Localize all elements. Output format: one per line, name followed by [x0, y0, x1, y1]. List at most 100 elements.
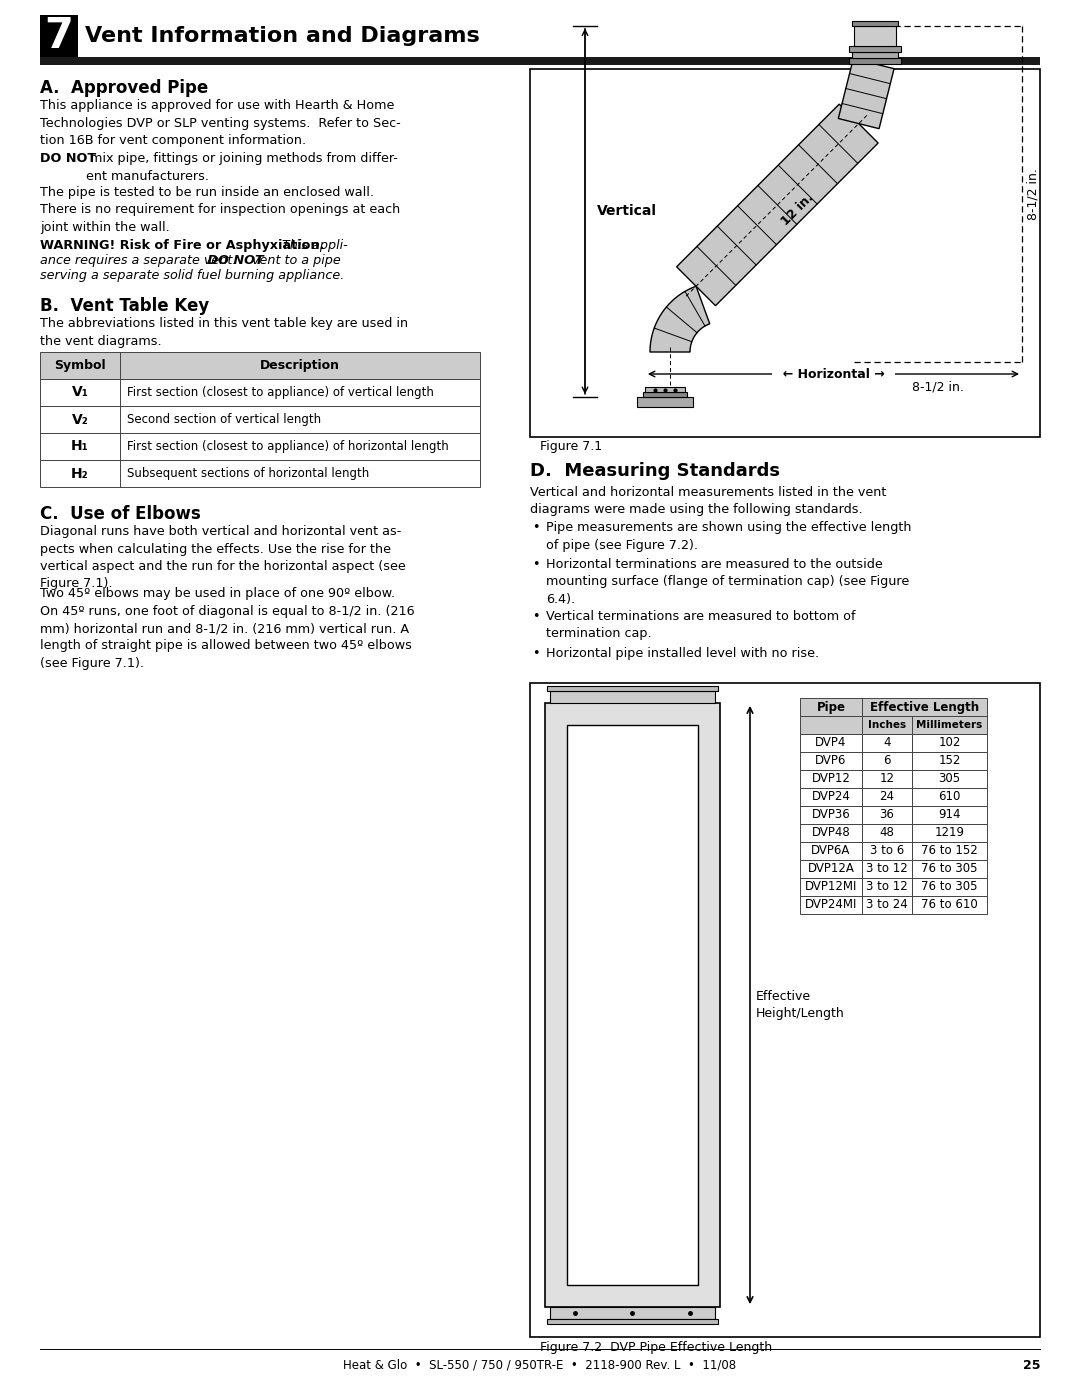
Text: A.  Approved Pipe: A. Approved Pipe	[40, 80, 208, 96]
Text: WARNING! Risk of Fire or Asphyxiation.: WARNING! Risk of Fire or Asphyxiation.	[40, 239, 324, 251]
Bar	[800, 698, 862, 717]
Text: First section (closest to appliance) of vertical length: First section (closest to appliance) of …	[127, 386, 434, 400]
Text: This appliance is approved for use with Hearth & Home
Technologies DVP or SLP ve: This appliance is approved for use with …	[40, 99, 401, 147]
Bar	[545, 703, 720, 1308]
Bar	[853, 25, 895, 46]
Text: Symbol: Symbol	[54, 359, 106, 372]
Bar	[800, 733, 862, 752]
Polygon shape	[650, 286, 710, 352]
Text: DVP24MI: DVP24MI	[805, 898, 858, 911]
Bar	[643, 393, 687, 397]
Text: DVP12MI: DVP12MI	[805, 880, 858, 894]
Text: Two 45º elbows may be used in place of one 90º elbow.
On 45º runs, one foot of d: Two 45º elbows may be used in place of o…	[40, 587, 415, 671]
Text: 7: 7	[44, 15, 73, 57]
Text: •: •	[532, 610, 540, 623]
Bar	[912, 861, 987, 877]
Text: DVP24: DVP24	[811, 791, 850, 803]
Text: 76 to 152: 76 to 152	[921, 845, 977, 858]
Text: Vertical: Vertical	[597, 204, 657, 218]
Text: Vertical and horizontal measurements listed in the vent
diagrams were made using: Vertical and horizontal measurements lis…	[530, 486, 887, 517]
Text: The abbreviations listed in this vent table key are used in
the vent diagrams.: The abbreviations listed in this vent ta…	[40, 317, 408, 348]
Bar	[912, 806, 987, 824]
Bar	[862, 824, 912, 842]
Text: 12 in.: 12 in.	[779, 191, 816, 229]
Bar	[40, 407, 480, 433]
Text: 76 to 305: 76 to 305	[921, 880, 977, 894]
Bar	[40, 57, 1040, 66]
Text: H₂: H₂	[71, 467, 89, 481]
Text: Diagonal runs have both vertical and horizontal vent as-
pects when calculating : Diagonal runs have both vertical and hor…	[40, 525, 406, 591]
Text: •: •	[532, 557, 540, 571]
Bar	[862, 788, 912, 806]
Bar	[912, 733, 987, 752]
Bar	[637, 397, 693, 407]
Polygon shape	[838, 59, 894, 129]
Bar	[862, 733, 912, 752]
Bar	[852, 52, 897, 57]
Text: Vent Information and Diagrams: Vent Information and Diagrams	[85, 27, 480, 46]
Text: Second section of vertical length: Second section of vertical length	[127, 414, 321, 426]
Text: 102: 102	[939, 736, 961, 750]
Text: Figure 7.1: Figure 7.1	[540, 440, 603, 453]
Bar	[40, 433, 480, 460]
Bar	[912, 842, 987, 861]
Text: 6: 6	[883, 754, 891, 767]
Text: The pipe is tested to be run inside an enclosed wall.
There is no requirement fo: The pipe is tested to be run inside an e…	[40, 186, 401, 235]
Text: DVP12A: DVP12A	[808, 862, 854, 876]
Text: 48: 48	[879, 827, 894, 840]
Text: DVP36: DVP36	[812, 809, 850, 821]
Bar	[862, 895, 912, 914]
Text: 8-1/2 in.: 8-1/2 in.	[912, 380, 963, 393]
Text: 3 to 24: 3 to 24	[866, 898, 908, 911]
Text: DVP6: DVP6	[815, 754, 847, 767]
Bar	[849, 57, 901, 64]
Bar	[530, 683, 1040, 1337]
Bar	[912, 895, 987, 914]
Bar	[912, 752, 987, 770]
Text: Subsequent sections of horizontal length: Subsequent sections of horizontal length	[127, 467, 369, 481]
Text: Description: Description	[260, 359, 340, 372]
Text: B.  Vent Table Key: B. Vent Table Key	[40, 298, 210, 314]
Text: V₂: V₂	[71, 412, 89, 426]
Bar	[800, 788, 862, 806]
Bar	[912, 824, 987, 842]
Text: 3 to 12: 3 to 12	[866, 862, 908, 876]
Text: •: •	[532, 521, 540, 534]
Text: Pipe: Pipe	[816, 700, 846, 714]
Bar	[530, 68, 1040, 437]
Polygon shape	[676, 105, 878, 306]
Bar	[800, 842, 862, 861]
Bar	[912, 717, 987, 733]
Text: V₁: V₁	[71, 386, 89, 400]
Text: Horizontal terminations are measured to the outside
mounting surface (flange of : Horizontal terminations are measured to …	[546, 557, 909, 606]
Text: 8-1/2 in.: 8-1/2 in.	[1027, 168, 1040, 219]
Bar	[862, 806, 912, 824]
Bar	[800, 895, 862, 914]
Bar	[800, 806, 862, 824]
Text: 610: 610	[939, 791, 961, 803]
Bar	[546, 1319, 718, 1324]
Text: ← Horizontal →: ← Horizontal →	[773, 367, 893, 380]
Text: DO NOT: DO NOT	[203, 254, 264, 267]
Bar	[862, 877, 912, 895]
Text: Pipe measurements are shown using the effective length
of pipe (see Figure 7.2).: Pipe measurements are shown using the ef…	[546, 521, 912, 552]
Bar	[912, 770, 987, 788]
Text: 305: 305	[939, 773, 960, 785]
Text: 3 to 12: 3 to 12	[866, 880, 908, 894]
Text: H₁: H₁	[71, 440, 89, 454]
Text: Effective
Height/Length: Effective Height/Length	[756, 990, 845, 1020]
Text: DVP12: DVP12	[811, 773, 850, 785]
Text: 914: 914	[939, 809, 961, 821]
Text: Heat & Glo  •  SL-550 / 750 / 950TR-E  •  2118-900 Rev. L  •  11/08: Heat & Glo • SL-550 / 750 / 950TR-E • 21…	[343, 1359, 737, 1372]
Text: D.  Measuring Standards: D. Measuring Standards	[530, 462, 780, 481]
Bar	[862, 752, 912, 770]
Bar	[800, 861, 862, 877]
Bar	[550, 1308, 715, 1319]
Bar	[862, 717, 912, 733]
Text: DVP48: DVP48	[812, 827, 850, 840]
Bar	[849, 46, 901, 52]
Bar	[862, 861, 912, 877]
Bar	[852, 21, 897, 25]
Text: Inches: Inches	[868, 719, 906, 731]
Text: Millimeters: Millimeters	[916, 719, 983, 731]
